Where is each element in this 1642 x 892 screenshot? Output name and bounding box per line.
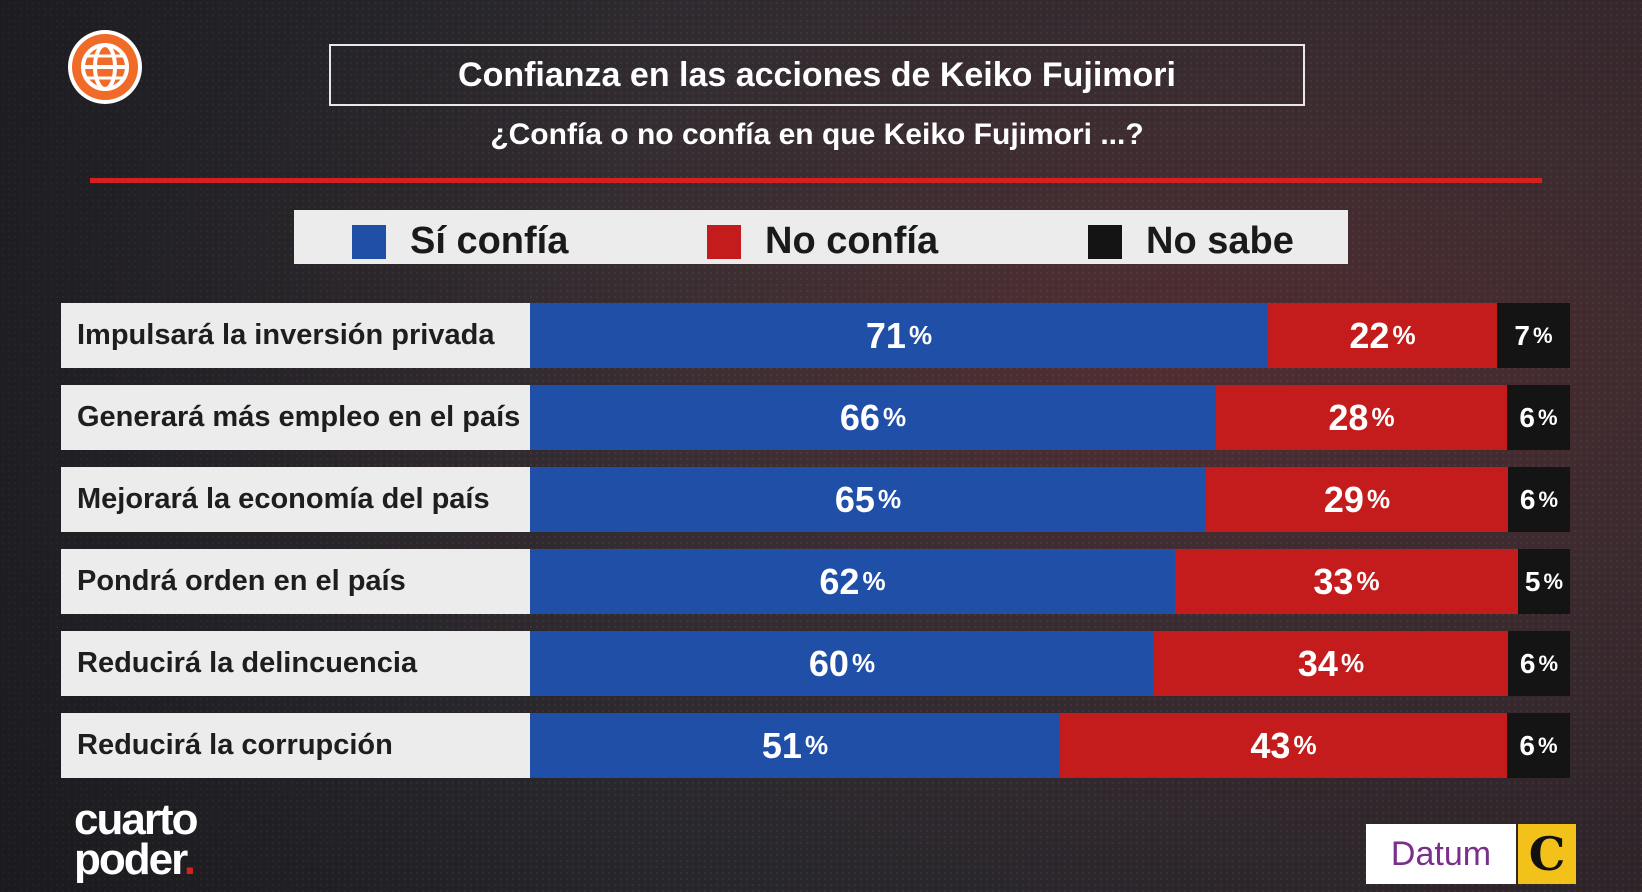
legend-swatch-no-sabe — [1088, 224, 1122, 259]
el-comercio-logo: C — [1518, 824, 1576, 884]
data-label-unit: % — [1371, 402, 1395, 432]
chart-subtitle: ¿Confía o no confía en que Keiko Fujimor… — [490, 118, 1144, 151]
bar-segment-si-confia: 51% — [530, 713, 1060, 778]
data-label-unit: % — [1538, 486, 1559, 512]
data-label: 6 — [1519, 483, 1536, 515]
brand-dot: . — [183, 835, 196, 884]
category-label: Reducirá la delincuencia — [61, 631, 530, 696]
data-label: 60 — [808, 642, 849, 684]
data-label: 6 — [1519, 401, 1535, 433]
data-label-unit: % — [804, 730, 829, 760]
legend-item-no-sabe: No sabe — [1088, 220, 1294, 263]
bar-segment-no-confia: 34% — [1154, 631, 1508, 696]
category-label: Mejorará la economía del país — [61, 467, 530, 532]
category-label: Generará más empleo en el país — [61, 385, 530, 450]
data-label: 22 — [1349, 314, 1390, 356]
bar-segment-si-confia: 65% — [530, 467, 1206, 532]
legend: Sí confía No confía No sabe — [294, 210, 1348, 264]
data-label: 29 — [1323, 478, 1364, 520]
data-label: 43 — [1250, 724, 1291, 766]
data-label-unit: % — [1543, 568, 1564, 594]
title-divider — [90, 178, 1542, 183]
bar-segment-no-sabe: 6% — [1507, 713, 1570, 778]
legend-item-no-confia: No confía — [707, 220, 938, 263]
data-label-unit: % — [908, 320, 933, 350]
data-label: 28 — [1328, 396, 1369, 438]
channel-globe-logo-icon — [72, 34, 138, 100]
legend-item-si-confia: Sí confía — [352, 220, 568, 263]
bar-segment-si-confia: 60% — [530, 631, 1154, 696]
data-label-unit: % — [1538, 732, 1558, 758]
legend-label: No confía — [765, 220, 939, 262]
chart-title: Confianza en las acciones de Keiko Fujim… — [329, 44, 1305, 106]
data-label-unit: % — [1356, 566, 1380, 596]
bar-segment-no-sabe: 6% — [1508, 631, 1570, 696]
bar-segment-no-confia: 29% — [1206, 467, 1508, 532]
data-label-unit: % — [851, 648, 876, 678]
bar-segment-no-sabe: 7% — [1497, 303, 1570, 368]
category-label: Impulsará la inversión privada — [61, 303, 530, 368]
data-label: 66 — [839, 396, 880, 438]
data-label-unit: % — [1533, 322, 1553, 348]
data-label-unit: % — [862, 566, 886, 596]
data-label-unit: % — [1366, 484, 1391, 514]
bar-segment-no-confia: 28% — [1216, 385, 1507, 450]
data-label: 65 — [834, 478, 875, 520]
data-label: 62 — [819, 560, 860, 602]
category-label: Reducirá la corrupción — [61, 713, 530, 778]
bar-segment-no-sabe: 5% — [1518, 549, 1570, 614]
datum-logo: Datum — [1366, 824, 1516, 884]
category-label: Pondrá orden en el país — [61, 549, 530, 614]
data-label: 6 — [1519, 729, 1535, 761]
brand-line-1: cuarto — [74, 795, 198, 844]
data-label: 34 — [1297, 642, 1338, 684]
brand-line-2: poder — [74, 835, 186, 884]
data-label-unit: % — [882, 402, 907, 432]
data-label-unit: % — [1538, 650, 1559, 676]
data-label: 5 — [1524, 565, 1541, 597]
data-label-unit: % — [1340, 648, 1365, 678]
data-label: 51 — [761, 724, 802, 766]
legend-label: Sí confía — [410, 220, 569, 262]
bar-segment-no-sabe: 6% — [1507, 385, 1570, 450]
bar-segment-si-confia: 62% — [530, 549, 1175, 614]
data-label: 71 — [865, 314, 906, 356]
data-label-unit: % — [1293, 730, 1317, 760]
legend-swatch-no-confia — [707, 224, 741, 259]
cuarto-poder-logo: cuarto poder. — [74, 795, 198, 882]
data-label-unit: % — [877, 484, 902, 514]
data-label: 33 — [1313, 560, 1354, 602]
data-label-unit: % — [1392, 320, 1416, 350]
data-label-unit: % — [1538, 404, 1558, 430]
bar-segment-no-confia: 22% — [1268, 303, 1497, 368]
data-label: 7 — [1514, 319, 1530, 351]
legend-swatch-si-confia — [352, 224, 386, 259]
bar-segment-no-confia: 33% — [1175, 549, 1518, 614]
bar-segment-no-confia: 43% — [1060, 713, 1507, 778]
data-label: 6 — [1519, 647, 1536, 679]
bar-segment-si-confia: 71% — [530, 303, 1268, 368]
bar-segment-si-confia: 66% — [530, 385, 1216, 450]
legend-label: No sabe — [1146, 220, 1294, 262]
bar-segment-no-sabe: 6% — [1508, 467, 1570, 532]
